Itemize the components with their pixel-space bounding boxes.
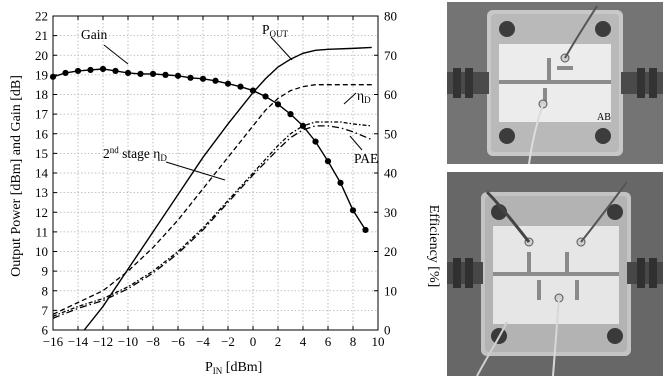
amplifier-photo-top: AB <box>447 2 663 164</box>
y-tick-label: 14 <box>35 166 49 181</box>
amplifier-photo-bottom <box>447 172 663 376</box>
y-tick-label: 10 <box>35 244 48 259</box>
gain-data-point <box>287 111 294 118</box>
svg-text:AB: AB <box>597 112 611 123</box>
y2-tick-label: 80 <box>384 9 397 24</box>
x-tick-label: 4 <box>300 334 307 349</box>
x-tick-label: −8 <box>146 334 160 349</box>
x-tick-label: −6 <box>171 334 185 349</box>
y2-tick-label: 50 <box>384 126 397 141</box>
y-tick-label: 12 <box>35 205 48 220</box>
y-tick-label: 16 <box>35 126 49 141</box>
gain-data-point <box>324 158 332 165</box>
gain-leader-line <box>103 44 129 65</box>
efficiency-gain-chart: −16 −14 −12 −10 −8 −6 −4 −2 0 2 4 6 8 10 6 7 8 9 10 11 12 13 1… <box>9 9 441 377</box>
x-tick-label: 2 <box>275 334 282 349</box>
gain-data-point <box>162 71 169 78</box>
gain-data-point <box>137 70 144 77</box>
gain-data-point <box>212 77 219 84</box>
y2-tick-label: 20 <box>384 244 397 259</box>
x-tick-label: −14 <box>68 334 89 349</box>
y-tick-label: 9 <box>42 264 49 279</box>
y-tick-label: 22 <box>35 9 48 24</box>
series-line-2 <box>52 84 372 315</box>
x-tick-label: −4 <box>196 334 210 349</box>
gain-data-point <box>149 70 157 77</box>
x-tick-label: 0 <box>250 334 257 349</box>
y-tick-label: 7 <box>42 303 49 318</box>
x-tick-label: 10 <box>372 334 385 349</box>
y2-tick-label: 30 <box>384 205 397 220</box>
gain-data-point <box>174 72 182 79</box>
y-tick-label: 11 <box>35 224 48 239</box>
gain-data-point <box>237 83 244 90</box>
x-tick-label: 6 <box>325 334 332 349</box>
y-axis-label: Output Power [dBm] and Gain [dB] <box>9 75 24 277</box>
gain-data-point <box>262 93 269 100</box>
y2-tick-label: 70 <box>384 48 397 63</box>
pae-label: PAE <box>354 151 378 166</box>
y2-tick-label: 0 <box>384 323 391 338</box>
gain-data-point <box>349 207 357 214</box>
gain-data-point <box>199 75 207 82</box>
second-stage-etad-label: 2nd stage ηD <box>103 145 167 163</box>
pout-label: POUT <box>262 22 289 39</box>
series-line-4 <box>52 125 373 319</box>
etad-leader-line <box>343 92 357 105</box>
gain-data-point <box>112 67 119 75</box>
x-axis-label: PIN [dBm] <box>205 360 262 376</box>
gain-label: Gain <box>81 27 107 42</box>
y-tick-label: 17 <box>35 107 49 122</box>
gain-data-point <box>99 65 107 73</box>
gain-data-point <box>62 69 69 77</box>
x-tick-label: 8 <box>350 334 357 349</box>
series-line-1 <box>83 46 372 331</box>
gain-data-point <box>274 101 282 108</box>
x-tick-label: −12 <box>93 334 113 349</box>
y-tick-label: 19 <box>35 67 48 82</box>
pae-leader-line <box>349 135 363 151</box>
y-tick-label: 20 <box>35 48 48 63</box>
etad-label: ηD <box>357 88 371 105</box>
series-line-3 <box>52 121 372 317</box>
y-tick-label: 18 <box>35 87 48 102</box>
y-tick-label: 6 <box>42 323 49 338</box>
x-tick-label: −2 <box>221 334 235 349</box>
y-tick-label: 21 <box>35 28 48 43</box>
y-tick-label: 15 <box>35 146 48 161</box>
pout-leader-line <box>270 36 293 61</box>
gain-data-point <box>74 67 82 75</box>
y-tick-label: 8 <box>42 283 49 298</box>
gain-data-point <box>187 74 194 81</box>
gain-data-point <box>87 66 94 74</box>
y2-tick-label: 40 <box>384 166 397 181</box>
gain-data-point <box>124 69 132 77</box>
axis-ticks: −16 −14 −12 −10 −8 −6 −4 −2 0 2 4 6 8 10 6 7 8 9 10 11 12 13 1… <box>35 9 397 350</box>
y2-tick-label: 10 <box>384 283 397 298</box>
gain-data-point <box>337 179 344 186</box>
y-tick-label: 13 <box>35 185 48 200</box>
gain-data-point <box>224 80 232 87</box>
x-tick-label: −16 <box>43 334 64 349</box>
series-lines <box>49 46 373 331</box>
x-tick-label: −10 <box>118 334 138 349</box>
gain-data-point <box>249 87 257 94</box>
y2-axis-label: Efficiency [%] <box>426 205 441 288</box>
annotations: Gain POUT ηD 2nd stage ηD PAE <box>81 22 378 181</box>
y2-tick-label: 60 <box>384 87 397 102</box>
second-stage-leader-line <box>165 161 226 181</box>
gridlines <box>53 16 378 330</box>
gain-data-point <box>362 226 369 234</box>
gain-data-point <box>312 138 319 145</box>
